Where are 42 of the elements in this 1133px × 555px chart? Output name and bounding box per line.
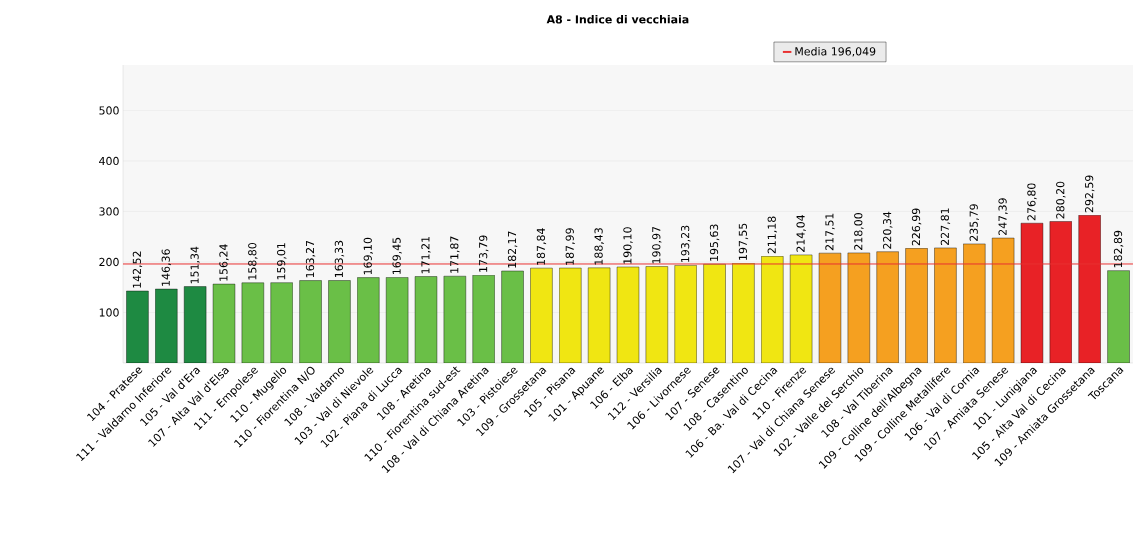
data-label: 171,87 xyxy=(450,236,460,273)
data-label: 280,20 xyxy=(1056,181,1066,219)
data-label: 220,34 xyxy=(883,211,893,249)
y-tick-label: 300 xyxy=(99,207,119,216)
data-label: 171,21 xyxy=(421,237,431,274)
data-label: 227,81 xyxy=(940,208,951,245)
data-label: 197,55 xyxy=(738,223,749,260)
y-tick-label: 500 xyxy=(99,106,119,115)
data-label: 214,04 xyxy=(796,214,806,252)
y-tick-label: 200 xyxy=(99,257,119,267)
data-label: 182,89 xyxy=(1113,230,1124,268)
data-label: 292,59 xyxy=(1085,175,1095,213)
data-label: 195,63 xyxy=(709,224,720,261)
data-label: 163,33 xyxy=(334,240,345,278)
data-label: 146,36 xyxy=(161,249,171,286)
data-label: 193,23 xyxy=(681,225,691,263)
y-tick-label: 400 xyxy=(99,156,119,166)
legend-label: Media 196,049 xyxy=(795,47,876,57)
data-label: 169,10 xyxy=(363,237,373,275)
data-label: 158,80 xyxy=(248,243,258,280)
chart-title: A8 - Indice di vecchiaia xyxy=(546,15,689,24)
data-label: 218,00 xyxy=(854,213,864,250)
data-label: 217,51 xyxy=(825,213,835,251)
data-label: 163,27 xyxy=(305,240,316,278)
data-label: 187,84 xyxy=(536,228,547,265)
data-label: 169,45 xyxy=(392,237,402,275)
data-label: 159,01 xyxy=(277,243,287,280)
data-label: 226,99 xyxy=(911,208,922,246)
data-label: 211,18 xyxy=(767,216,777,254)
y-tick-label: 100 xyxy=(99,308,119,317)
data-label: 247,39 xyxy=(998,198,1008,236)
data-label: 182,17 xyxy=(507,231,518,268)
data-label: 190,10 xyxy=(623,227,633,264)
data-label: 142,52 xyxy=(132,251,143,288)
data-label: 276,80 xyxy=(1027,183,1037,221)
data-label: 151,34 xyxy=(190,246,200,284)
data-label: 190,97 xyxy=(652,226,662,264)
data-label: 156,24 xyxy=(219,244,229,281)
data-label: 235,79 xyxy=(969,204,979,241)
data-label: 187,99 xyxy=(565,228,575,265)
data-label: 173,79 xyxy=(479,235,489,272)
data-label: 188,43 xyxy=(594,228,604,265)
